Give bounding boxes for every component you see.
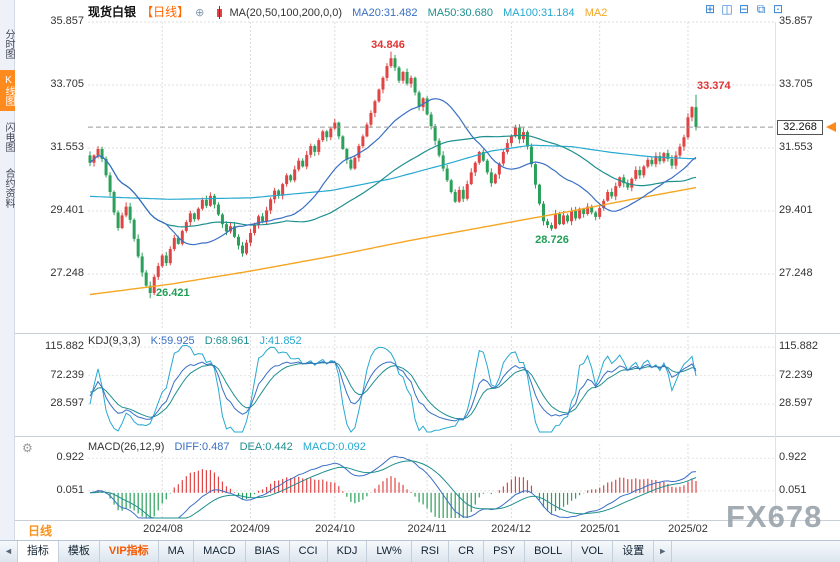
ma-settings-label: MA(20,50,100,200,0,0): [229, 7, 343, 19]
month-label: 2025/02: [668, 523, 708, 535]
price-tick-right: 33.705: [779, 78, 813, 90]
chart-header: 现货白银 【日线】 ⊕ MA(20,50,100,200,0,0) MA20:3…: [88, 3, 608, 19]
month-label: 2025/01: [580, 523, 620, 535]
toolbar-item-ma[interactable]: MA: [159, 541, 195, 562]
toolbar-item-macd[interactable]: MACD: [194, 541, 246, 562]
layout-split-icon[interactable]: ◫: [721, 2, 733, 16]
toolbar-item-bias[interactable]: BIAS: [246, 541, 290, 562]
price-tick-left: 29.401: [50, 204, 84, 216]
sidebar-tab-time-chart[interactable]: 分时图: [3, 29, 14, 59]
toolbar-item-cci[interactable]: CCI: [290, 541, 328, 562]
kdj-title: KDJ(9,3,3): [88, 335, 141, 347]
month-label: 2024/12: [491, 523, 531, 535]
toolbar-item-lw[interactable]: LW%: [367, 541, 412, 562]
sidebar-tab-kline-chart[interactable]: K线图: [0, 70, 15, 111]
left-sidebar: 分时图 K线图 闪电图 合约资料: [0, 0, 15, 540]
price-tick-right: 35.857: [779, 15, 813, 27]
kdj-k-value: K:59.925: [150, 335, 195, 347]
last-price-label: 32.268: [777, 120, 823, 135]
add-icon[interactable]: ⊕: [195, 7, 205, 19]
kdj-tick-right: 115.882: [779, 340, 818, 352]
toolbar-item-psy[interactable]: PSY: [484, 541, 526, 562]
macd-tick-right: 0.051: [779, 484, 807, 496]
kdj-tick-right: 72.239: [779, 369, 813, 381]
macd-tick-right: 0.922: [779, 451, 807, 463]
macd-panel-header: MACD(26,12,9) DIFF:0.487 DEA:0.442 MACD:…: [88, 441, 366, 453]
toolbar-item-kdj[interactable]: KDJ: [328, 541, 368, 562]
kdj-d-value: D:68.961: [204, 335, 250, 347]
symbol-name: 现货白银: [88, 5, 137, 19]
header-layout-icons: ⊞ ◫ ⊟ ⧉ ⊡: [703, 2, 785, 17]
kdj-tick-left: 115.882: [45, 340, 84, 352]
ma200-value-truncated: MA2: [584, 7, 608, 19]
toolbar-item-vol[interactable]: VOL: [572, 541, 614, 562]
kdj-tick-left: 72.239: [50, 369, 84, 381]
fx678-watermark: FX678: [726, 499, 823, 534]
toolbar-item-cr[interactable]: CR: [449, 541, 485, 562]
sidebar-tab-contract-info[interactable]: 合约资料: [3, 168, 14, 208]
toolbar-filler: [672, 541, 840, 562]
price-tick-left: 27.248: [50, 267, 84, 279]
price-tick-right: 31.553: [779, 141, 813, 153]
kdj-j-value: J:41.852: [259, 335, 302, 347]
layout-overlay-icon[interactable]: ⧉: [756, 2, 766, 16]
toolbar-item-settings[interactable]: 设置: [613, 541, 655, 562]
bottom-toolbar: ◄ 指标 模板 VIP指标 MA MACD BIAS CCI KDJ LW% R…: [0, 540, 840, 562]
period-indicator: 日线: [28, 524, 53, 538]
last-price-pointer-icon: [826, 122, 836, 132]
annotation-recent-high: 33.374: [697, 80, 731, 92]
toolbar-item-templates[interactable]: 模板: [59, 541, 100, 562]
price-tick-right: 29.401: [779, 204, 813, 216]
toolbar-item-indicators[interactable]: 指标: [17, 541, 59, 562]
sidebar-tab-lightning-chart[interactable]: 闪电图: [3, 122, 14, 152]
toolbar-item-vip-indicators[interactable]: VIP指标: [100, 541, 159, 562]
macd-diff-value: DIFF:0.487: [174, 441, 230, 453]
ma100-value: MA100:31.184: [503, 7, 575, 19]
month-label: 2024/08: [143, 523, 183, 535]
kdj-panel-header: KDJ(9,3,3) K:59.925 D:68.961 J:41.852: [88, 335, 302, 347]
month-label: 2024/09: [230, 523, 270, 535]
toolbar-item-boll[interactable]: BOLL: [525, 541, 573, 562]
toolbar-item-rsi[interactable]: RSI: [412, 541, 450, 562]
price-tick-left: 35.857: [50, 15, 84, 27]
kdj-tick-right: 28.597: [779, 397, 813, 409]
macd-tick-left: 0.922: [56, 451, 84, 463]
candle-icon: [217, 6, 223, 19]
gear-icon[interactable]: ⚙: [22, 441, 33, 455]
scroll-right-button[interactable]: ►: [654, 541, 673, 562]
chart-canvas[interactable]: [0, 0, 840, 540]
ma20-value: MA20:31.482: [352, 7, 418, 19]
layout-minus-icon[interactable]: ⊟: [738, 2, 750, 16]
annotation-august-low: 26.421: [156, 287, 190, 299]
ma50-value: MA50:30.680: [427, 7, 494, 19]
annotation-december-low: 28.726: [535, 234, 569, 246]
price-tick-left: 31.553: [50, 141, 84, 153]
annotation-peak-high: 34.846: [371, 39, 405, 51]
macd-dea-value: DEA:0.442: [239, 441, 293, 453]
kdj-tick-left: 28.597: [50, 397, 84, 409]
month-label: 2024/10: [315, 523, 355, 535]
scroll-left-button[interactable]: ◄: [0, 541, 18, 562]
month-label: 2024/11: [407, 523, 447, 535]
price-tick-right: 27.248: [779, 267, 813, 279]
layout-grid-icon[interactable]: ⊞: [704, 2, 716, 16]
price-tick-left: 33.705: [50, 78, 84, 90]
macd-tick-left: 0.051: [56, 484, 84, 496]
macd-macd-value: MACD:0.092: [302, 441, 366, 453]
macd-title: MACD(26,12,9): [88, 441, 165, 453]
layout-box-icon[interactable]: ⊡: [772, 2, 784, 16]
period-tag: 【日线】: [141, 5, 190, 19]
